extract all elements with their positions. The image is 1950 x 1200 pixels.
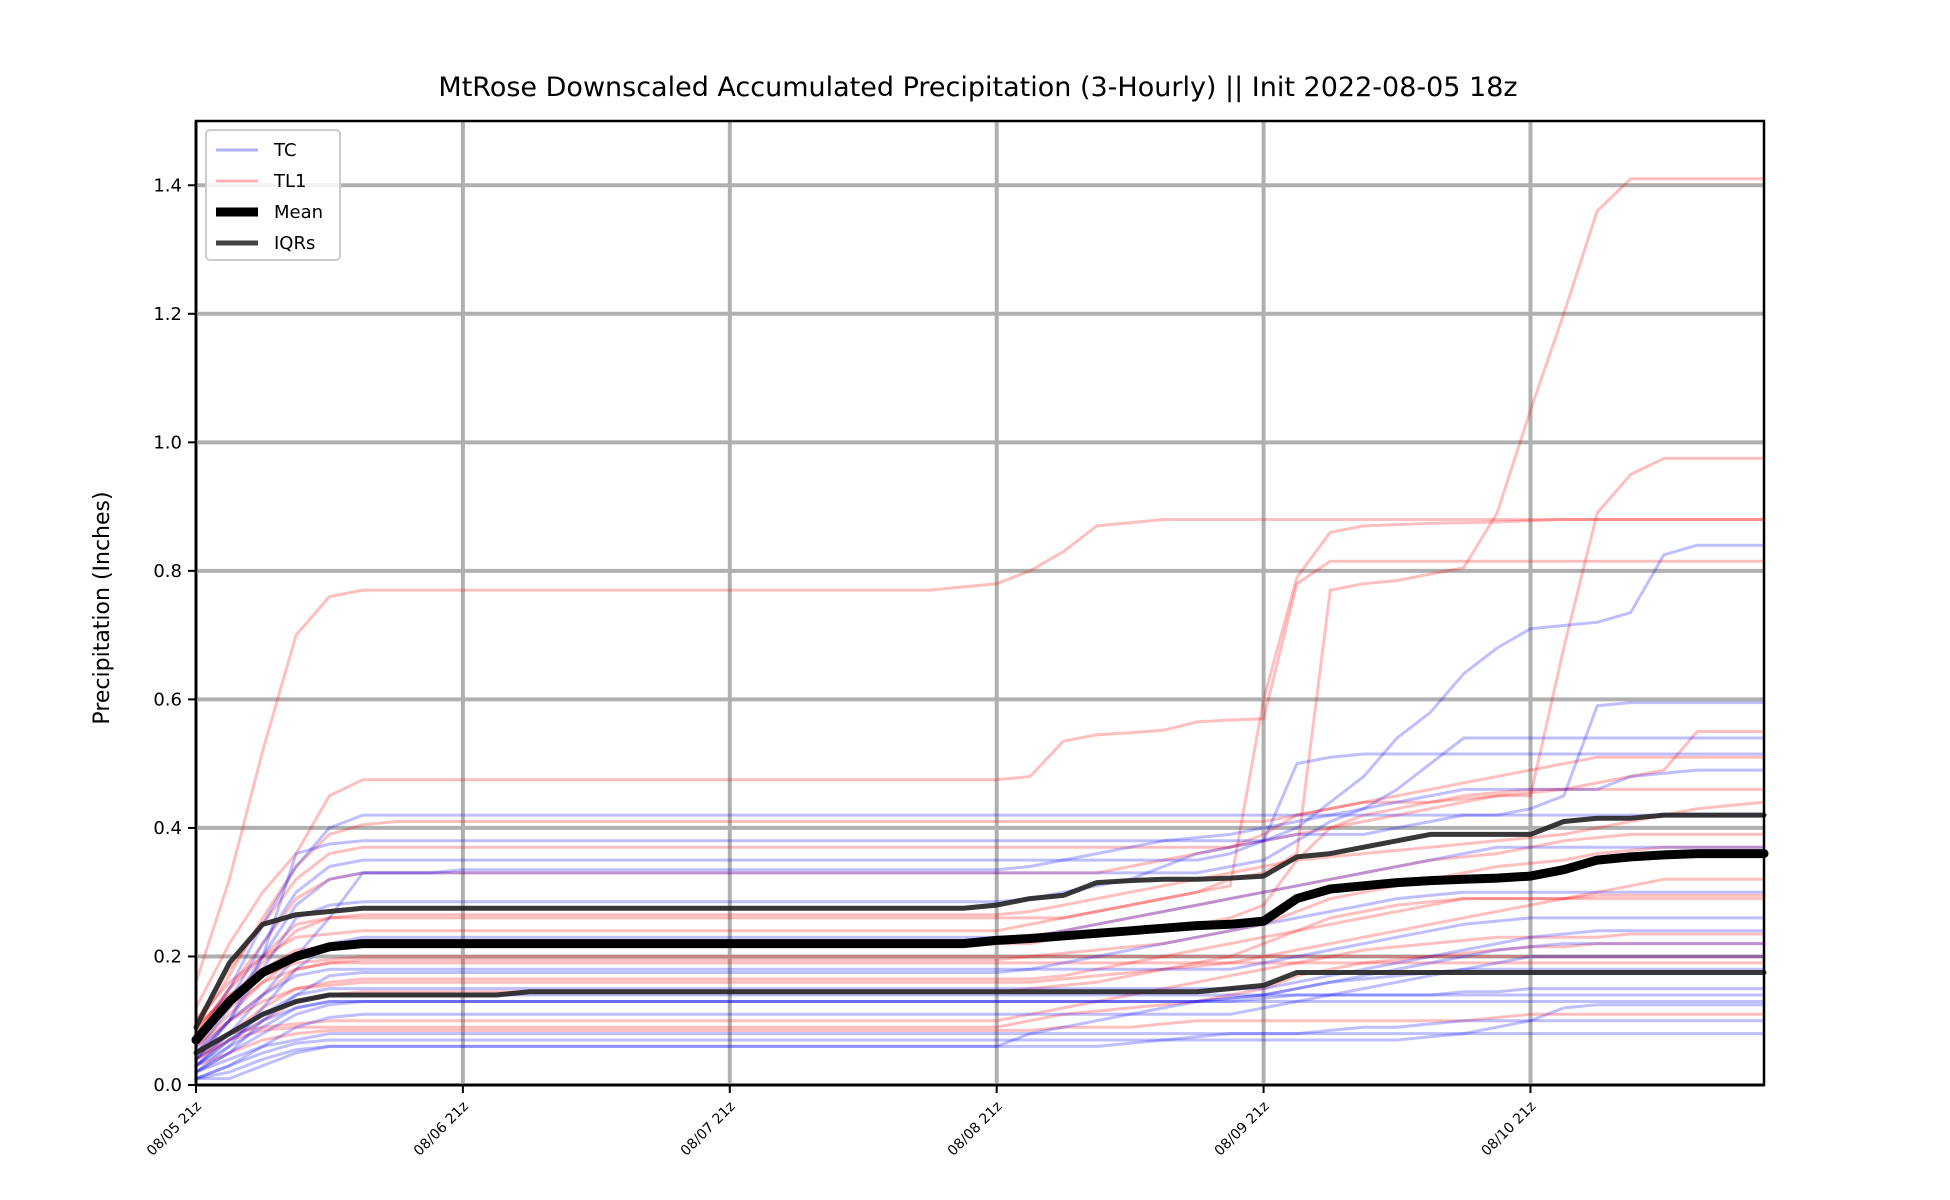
y-tick-label: 1.0 [153, 432, 182, 453]
y-tick-label: 1.4 [153, 175, 182, 196]
legend-label-1: TL1 [273, 171, 306, 192]
y-tick-label: 0.4 [153, 818, 182, 839]
series-line-tl1-3 [194, 177, 1766, 1023]
series-line-tl1-18 [194, 961, 1766, 1048]
series-line-tc-22 [194, 736, 1766, 1055]
legend-label-3: IQRs [274, 233, 315, 254]
series-line-iqr-40 [193, 970, 1767, 1056]
legend-box [205, 129, 341, 261]
y-tick-label: 1.2 [153, 304, 182, 325]
series-line-tc-37 [194, 1000, 1766, 1068]
series-line-tc-25 [194, 845, 1766, 1074]
plot-frame [194, 119, 1766, 1087]
series-line-tc-27 [194, 929, 1766, 1068]
legend-label-0: TC [273, 140, 297, 161]
series-line-tc-36 [194, 916, 1766, 1055]
series-layer [191, 177, 1769, 1081]
legend: TC TL1 Mean IQRs [205, 129, 341, 261]
y-axis-label: Precipitation (Inches) [90, 491, 115, 724]
y-tick-label: 0.6 [153, 689, 182, 710]
legend-label-2: Mean [274, 202, 323, 223]
y-tick-label: 0.8 [153, 561, 182, 582]
series-line-tl1-13 [194, 932, 1766, 1055]
series-line-tl1-16 [194, 955, 1766, 1029]
series-line-tc-26 [194, 890, 1766, 1074]
series-line-iqr-39 [193, 812, 1767, 1030]
series-line-tc-23 [194, 701, 1766, 1061]
series-line-tl1-10 [194, 845, 1766, 1055]
series-line-tc-31 [194, 1019, 1766, 1081]
series-line-mean-38 [191, 849, 1769, 1045]
chart-title: MtRose Downscaled Accumulated Precipitat… [438, 72, 1517, 103]
series-line-tl1-17 [194, 877, 1766, 1042]
series-line-tc-29 [194, 955, 1766, 1081]
series-line-tl1-1 [194, 559, 1766, 1010]
series-line-tl1-2 [194, 518, 1766, 1036]
series-line-tc-24 [194, 768, 1766, 1068]
series-line-tl1-14 [194, 942, 1766, 1061]
series-line-tl1-6 [194, 787, 1766, 1029]
series-line-tl1-15 [194, 1012, 1766, 1068]
series-line-tc-33 [194, 1032, 1766, 1074]
series-line-tl1-5 [194, 730, 1766, 1023]
series-line-tc-28 [194, 942, 1766, 1074]
series-line-tc-19 [194, 813, 1766, 1042]
y-tick-label: 0.0 [153, 1075, 182, 1096]
series-line-tl1-11 [194, 893, 1766, 1061]
series-line-tc-20 [194, 752, 1766, 1061]
series-line-tl1-0 [194, 518, 1766, 984]
series-line-tc-34 [194, 987, 1766, 1068]
series-line-tl1-7 [194, 755, 1766, 1036]
series-line-tc-21 [194, 543, 1766, 1048]
series-line-tc-32 [194, 967, 1766, 1081]
y-tick-label: 0.2 [153, 946, 182, 967]
series-line-tl1-8 [194, 800, 1766, 1042]
series-line-tc-30 [194, 1003, 1766, 1081]
